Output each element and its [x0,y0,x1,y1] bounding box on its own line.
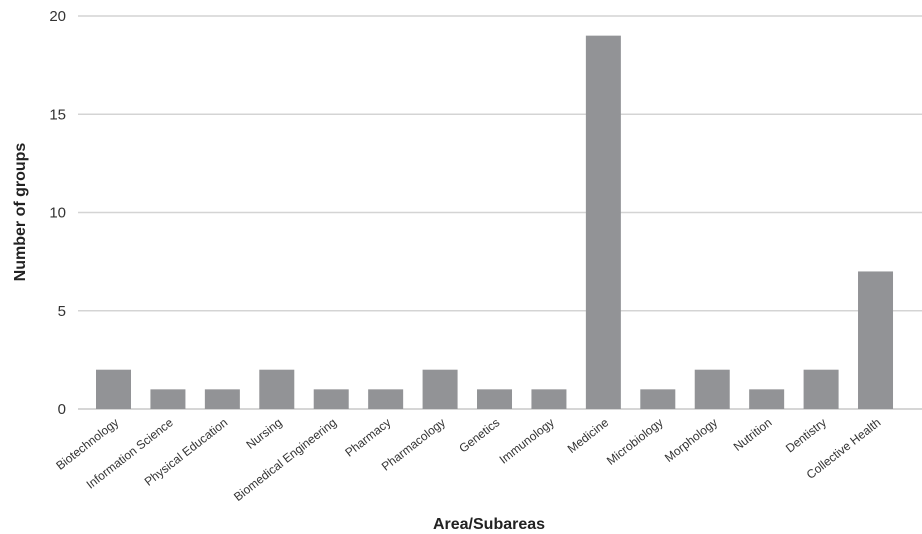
bar-nutrition [749,389,785,409]
x-axis-title: Area/Subareas [433,516,545,533]
bar-dentistry [803,369,839,409]
x-tick-label: Nutrition [731,415,775,454]
bar-medicine [585,35,621,410]
x-tick-label: Dentistry [783,415,829,455]
bar-morphology [694,369,730,409]
bar-biotechnology [96,369,131,409]
x-tick-label: Immunology [497,415,557,466]
bars [96,35,894,410]
bar-physical-education [204,389,240,409]
x-tick-label: Morphology [662,415,720,465]
bar-collective-health [858,271,894,409]
bar-genetics [477,389,513,409]
y-tick-label: 20 [49,8,66,25]
x-tick-label: Pharmacy [342,415,393,459]
bar-immunology [531,389,567,409]
x-tick-label: Microbiology [604,415,666,468]
x-tick-label: Nursing [243,415,284,451]
bar-microbiology [640,389,676,409]
x-tick-label: Genetics [456,415,502,455]
bar-information-science [150,389,186,409]
y-tick-label: 5 [58,303,66,320]
y-tick-label: 15 [49,106,66,123]
bar-biomedical-engineering [313,389,349,409]
y-tick-label: 0 [58,401,66,418]
gridlines [78,15,922,410]
y-axis-title: Number of groups [12,143,29,282]
bar-nursing [259,369,295,409]
x-tick-label: Medicine [565,415,612,456]
bar-pharmacy [368,389,404,409]
y-tick-label: 10 [49,205,66,222]
y-axis-ticks: 0 5 10 15 20 [49,8,66,418]
bar-pharmacology [422,369,458,409]
x-tick-label: Biomedical Engineering [231,415,339,504]
